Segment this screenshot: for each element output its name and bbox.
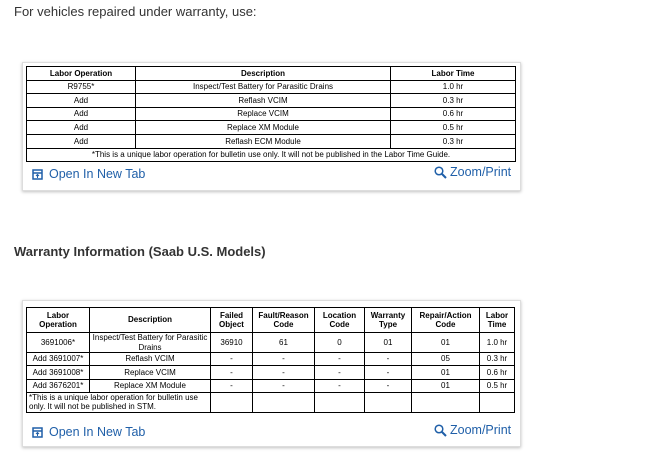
table-cell: Add — [26, 133, 136, 149]
table-cell: 1.0 hr — [390, 79, 516, 95]
table-cell: 0.6 hr — [390, 106, 516, 122]
table-row: 3691006* Inspect/Test Battery for Parasit… — [26, 332, 515, 353]
header-cell: Labor Operation — [26, 307, 90, 333]
zoom-print-link[interactable]: Zoom/Print — [434, 423, 511, 437]
table-cell: - — [364, 378, 412, 393]
table-row: Add Reflash VCIM 0.3 hr — [26, 93, 516, 108]
empty-cell — [210, 391, 253, 413]
table-cell: 61 — [252, 332, 315, 353]
header-cell: Repair/Action Code — [411, 307, 480, 333]
table-cell: Add 3676201* — [26, 378, 90, 393]
open-new-tab-link[interactable]: Open In New Tab — [32, 167, 145, 181]
table-cell: 01 — [411, 378, 480, 393]
table-cell: - — [252, 378, 315, 393]
table-cell: 0.3 hr — [390, 93, 516, 108]
table-cell: 0.6 hr — [479, 365, 515, 380]
open-icon — [32, 168, 43, 180]
table-cell: Reflash ECM Module — [135, 133, 391, 149]
table-cell: - — [364, 351, 412, 367]
table-cell: Reflash VCIM — [89, 351, 211, 367]
table-cell: 01 — [411, 332, 480, 353]
labor-table: Labor Operation Description Labor Time R975… — [26, 66, 516, 163]
header-cell: Labor Operation — [26, 66, 136, 81]
table-cell: 01 — [411, 365, 480, 380]
table-cell: 01 — [364, 332, 412, 353]
table-row: Add Replace XM Module 0.5 hr — [26, 120, 516, 135]
table-cell: 36910 — [210, 332, 253, 353]
table-cell: 0.5 hr — [390, 120, 516, 135]
footnote: *This is a unique labor operation for bu… — [26, 391, 211, 413]
warranty-table: Labor Operation Description Failed Object F… — [26, 307, 515, 413]
zoom-icon — [434, 165, 447, 179]
footnote: *This is a unique labor operation for bu… — [26, 147, 516, 163]
table-cell: 0.3 hr — [479, 351, 515, 367]
table-cell: - — [364, 365, 412, 380]
table-cell: Add — [26, 120, 136, 135]
header-row: Labor Operation Description Failed Object F… — [26, 307, 515, 333]
table-cell: 0.5 hr — [479, 378, 515, 393]
table-cell: - — [210, 351, 253, 367]
header-cell: Description — [89, 307, 211, 333]
zoom-print-link[interactable]: Zoom/Print — [434, 165, 511, 179]
table-row: Add 3691008* Replace VCIM - - - -01 0.6 hr — [26, 365, 515, 380]
table-cell: 0 — [314, 332, 365, 353]
table-cell: Replace VCIM — [135, 106, 391, 122]
table-cell: - — [314, 378, 365, 393]
link-text[interactable]: Open In New Tab — [49, 167, 146, 181]
table-cell: 1.0 hr — [479, 332, 515, 353]
header-cell: Labor Time — [390, 66, 516, 81]
intro-text: For vehicles repaired under warranty, us… — [14, 4, 257, 19]
header-cell: Failed Object — [210, 307, 253, 333]
table-row: Add Reflash ECM Module 0.3 hr — [26, 133, 516, 149]
table-cell: - — [252, 351, 315, 367]
link-text[interactable]: Zoom/Print — [450, 423, 512, 437]
table-row: Add 3691007* Reflash VCIM - - - -05 0.3 hr — [26, 351, 515, 367]
footnote-row: *This is a unique labor operation for bu… — [26, 391, 515, 413]
table-cell: Inspect/Test Battery for Parasitic Drain… — [89, 332, 211, 353]
table-cell: Reflash VCIM — [135, 93, 391, 108]
table-cell: Add — [26, 93, 136, 108]
table-cell: - — [210, 365, 253, 380]
table-cell: - — [314, 365, 365, 380]
empty-cell — [479, 391, 515, 413]
header-row: Labor Operation Description Labor Time — [26, 66, 516, 81]
table-cell: Add 3691008* — [26, 365, 90, 380]
table-cell: 05 — [411, 351, 480, 367]
open-new-tab-link[interactable]: Open In New Tab — [32, 425, 145, 439]
header-cell: Labor Time — [479, 307, 515, 333]
header-cell: Location Code — [314, 307, 365, 333]
table-cell: Replace XM Module — [89, 378, 211, 393]
section-heading: Warranty Information (Saab U.S. Models) — [14, 244, 266, 259]
empty-cell — [252, 391, 315, 413]
table-row: R9755* Inspect/Test Battery for Parasitic… — [26, 79, 516, 95]
table-cell: Replace VCIM — [89, 365, 211, 380]
table-cell: R9755* — [26, 79, 136, 95]
table-cell: Add 3691007* — [26, 351, 90, 367]
header-cell: Description — [135, 66, 391, 81]
table-cell: - — [210, 378, 253, 393]
header-cell: Fault/Reason Code — [252, 307, 315, 333]
empty-cell — [314, 391, 365, 413]
table-cell: 3691006* — [26, 332, 90, 353]
table-row: Add Replace VCIM 0.6 hr — [26, 106, 516, 122]
empty-cell — [411, 391, 480, 413]
empty-cell — [364, 391, 412, 413]
table-cell: - — [314, 351, 365, 367]
table-cell: Inspect/Test Battery for Parasitic Drain… — [135, 79, 391, 95]
table-cell: Replace XM Module — [135, 120, 391, 135]
header-cell: Warranty Type — [364, 307, 412, 333]
table-cell: 0.3 hr — [390, 133, 516, 149]
open-icon — [32, 426, 43, 438]
table-cell: Add — [26, 106, 136, 122]
link-text[interactable]: Open In New Tab — [49, 425, 146, 439]
table-row: Add 3676201* Replace XM Module - - - -01 0.5 h… — [26, 378, 515, 393]
footnote-row: *This is a unique labor operation for bu… — [26, 147, 516, 163]
link-text[interactable]: Zoom/Print — [450, 165, 512, 179]
table-cell: - — [252, 365, 315, 380]
zoom-icon — [434, 423, 447, 437]
